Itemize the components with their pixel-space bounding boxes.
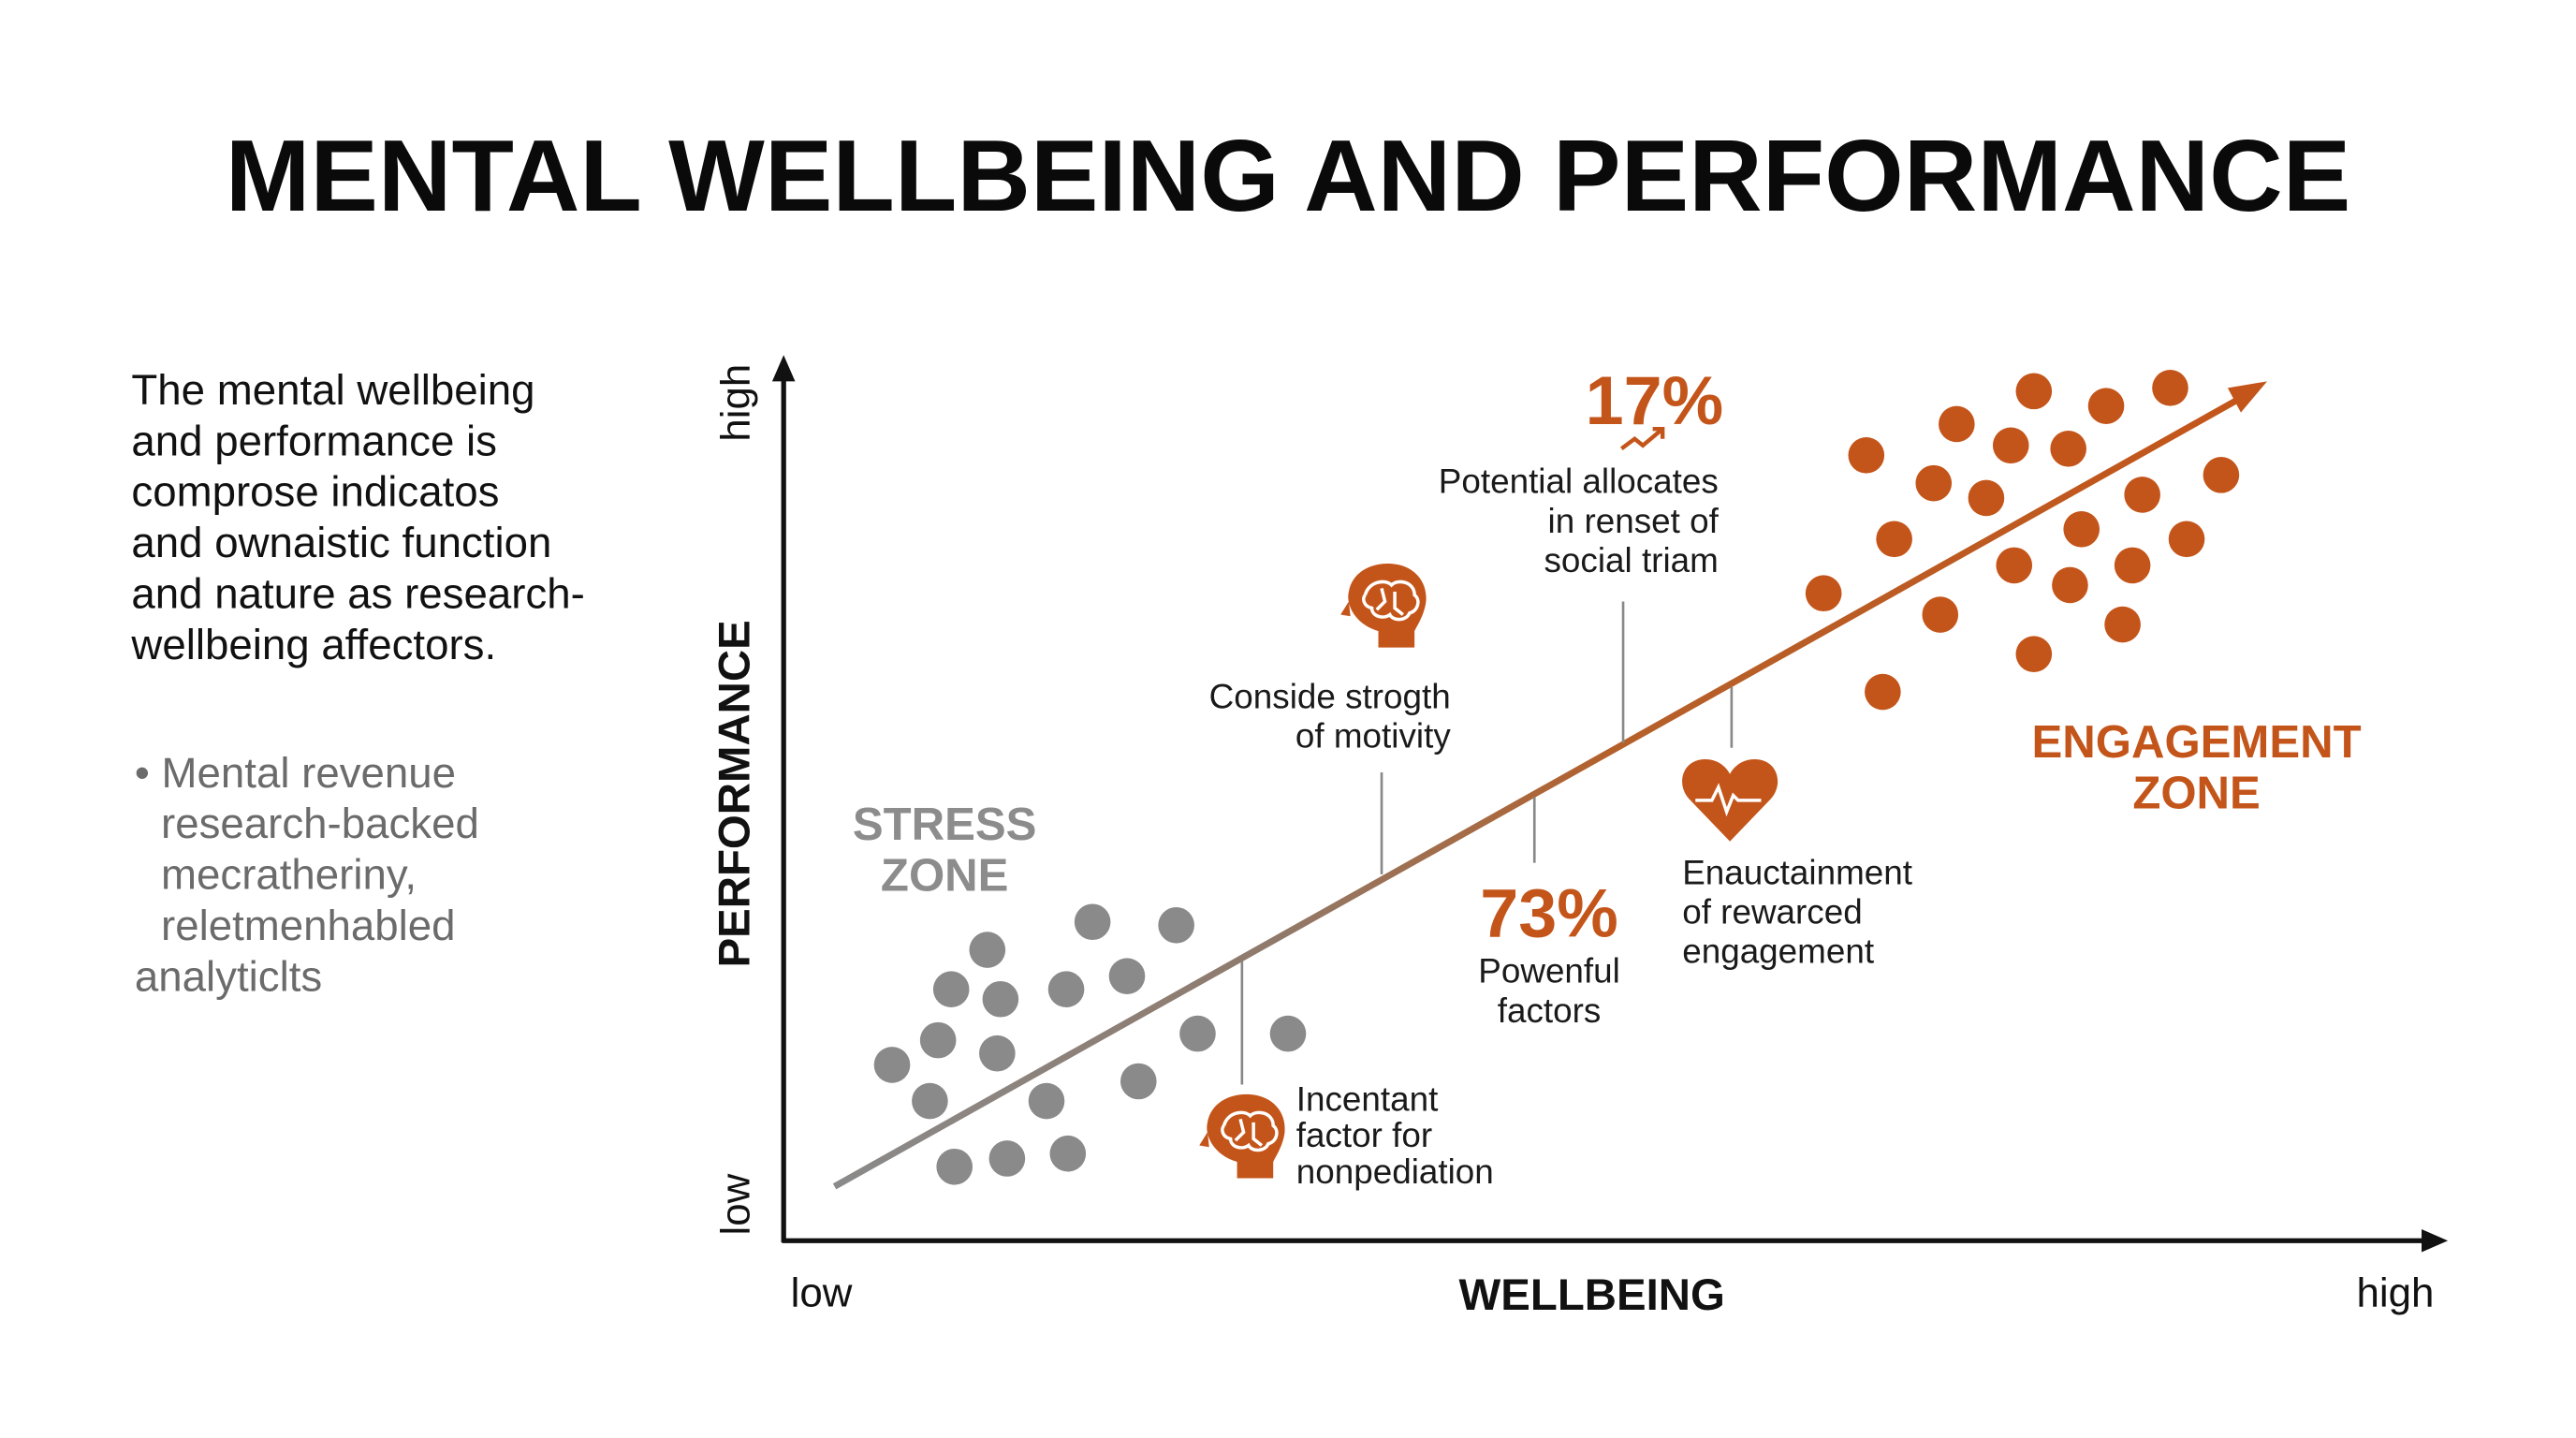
stress-dot: [1269, 1015, 1307, 1052]
intro-line: comprose indicatos: [131, 468, 499, 516]
engagement-dot: [2203, 457, 2240, 493]
x-high: high: [2356, 1269, 2434, 1315]
y-low: low: [712, 1173, 758, 1235]
note-line: of rewarced: [1682, 893, 1863, 932]
note-line: Potential allocates: [1439, 462, 1719, 501]
brain-icon: [1339, 562, 1428, 650]
bullet-line: • Mental revenue: [135, 749, 456, 797]
x-low: low: [791, 1269, 853, 1315]
intro: The mental wellbeing and performance is …: [130, 366, 584, 668]
bullet: • Mental revenue research-backed mecrath…: [135, 749, 479, 1001]
zone-label: ENGAGEMENT: [2032, 717, 2362, 768]
stress-dot: [988, 1140, 1026, 1177]
note-line: Powenful: [1478, 952, 1620, 990]
engagement-dot: [2015, 373, 2053, 410]
bullet-line: reletmenhabled: [161, 902, 456, 949]
y-label: PERFORMANCE: [710, 620, 759, 967]
bullet-line: analyticlts: [135, 952, 322, 1000]
engagement-dot: [2168, 521, 2205, 558]
stat: 73%: [1480, 874, 1618, 952]
stress-dot: [912, 1082, 948, 1120]
stress-dot: [1158, 906, 1194, 944]
stress-dot: [1028, 1082, 1065, 1120]
stress-dot: [1120, 1063, 1157, 1100]
dots: [873, 370, 2240, 1185]
x-label: WELLBEING: [1459, 1270, 1725, 1320]
brain-icon: [1197, 1093, 1287, 1181]
trend-line: [832, 393, 2247, 1190]
note-line: factor for: [1296, 1116, 1432, 1154]
engagement-dot: [2052, 566, 2088, 604]
stress-dot: [969, 932, 1006, 968]
engagement-dot: [1939, 405, 1975, 443]
intro-line: and ownaistic function: [131, 519, 551, 566]
stress-dot: [982, 980, 1019, 1018]
engagement-dot: [1922, 596, 1959, 633]
intro-line: and performance is: [131, 417, 497, 464]
engagement-dot: [2114, 547, 2151, 584]
zone-label: ZONE: [881, 850, 1008, 901]
stress-dot: [936, 1148, 973, 1185]
x-arrow: [2422, 1228, 2449, 1253]
intro-line: The mental wellbeing: [131, 366, 534, 414]
stress-dot: [1049, 1135, 1087, 1172]
pulse-line: [1695, 783, 1762, 817]
engagement-dot: [2015, 636, 2053, 672]
stress-dot: [1074, 903, 1111, 941]
trend-arrow: [2227, 381, 2268, 413]
engagement-dot: [1805, 575, 1842, 612]
stress-dot: [979, 1034, 1016, 1072]
engagement-dot: [1968, 479, 2005, 517]
trend-icon: [1619, 427, 1665, 451]
zone-label: ZONE: [2132, 769, 2260, 819]
intro-line: wellbeing affectors.: [130, 621, 496, 668]
engagement-dot: [1992, 427, 2029, 464]
y-high: high: [712, 364, 758, 442]
engagement-dot: [1996, 547, 2033, 584]
engagement-dot: [2063, 510, 2100, 548]
note-line: Conside strogth: [1209, 678, 1451, 716]
zone-label: STRESS: [853, 800, 1037, 850]
note-line: nonpediation: [1296, 1152, 1494, 1191]
note-line: social triam: [1544, 541, 1719, 580]
title: MENTAL WELLBEING AND PERFORMANCE: [226, 119, 2351, 233]
stress-dot: [932, 971, 970, 1008]
engagement-dot: [2087, 388, 2125, 424]
note-line: Incentant: [1296, 1080, 1439, 1119]
stress-dot: [919, 1021, 957, 1059]
stress-dot: [1047, 971, 1085, 1008]
note-line: of motivity: [1295, 717, 1451, 756]
note-line: engagement: [1682, 932, 1874, 971]
engagement-dot: [1915, 464, 1953, 502]
engagement-dot: [1865, 673, 1901, 711]
engagement-dot: [2104, 606, 2141, 643]
axes: high low PERFORMANCE low WELLBEING high: [710, 355, 2449, 1320]
engagement-dot: [1848, 437, 1885, 474]
engagement-dot: [1876, 521, 1912, 558]
engagement-dot: [2050, 430, 2086, 467]
note-line: in renset of: [1548, 502, 1720, 540]
engagement-dot: [2152, 370, 2188, 406]
y-arrow: [771, 355, 796, 382]
stress-dot: [1108, 958, 1146, 994]
engagement-dot: [2124, 477, 2160, 513]
note-line: factors: [1498, 991, 1602, 1030]
bullet-line: research-backed: [161, 800, 479, 847]
stress-dot: [1179, 1015, 1216, 1052]
stress-dot: [873, 1047, 911, 1083]
bullet-line: mecratheriny,: [161, 851, 417, 899]
stat: 17%: [1586, 361, 1724, 439]
intro-line: and nature as research-: [131, 570, 584, 618]
note-line: Enauctainment: [1682, 853, 1912, 891]
